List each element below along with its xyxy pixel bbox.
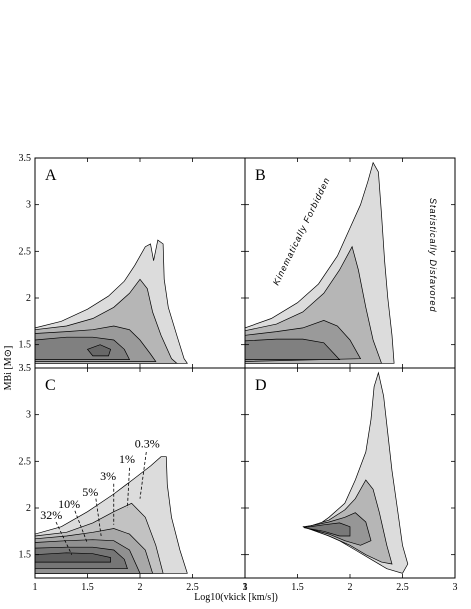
- x-tick-label: 3: [243, 582, 248, 593]
- contour-levels: [35, 456, 188, 574]
- x-tick-label: 2.5: [396, 582, 409, 593]
- y-axis-label: MBi [M⊙]: [3, 346, 14, 391]
- panel-letter: A: [45, 167, 57, 184]
- contour-level-4: [245, 338, 341, 360]
- contour-levels: [35, 239, 188, 364]
- percent-leader: [139, 451, 147, 499]
- percent-label: 10%: [58, 497, 80, 511]
- y-tick-label: 2: [26, 293, 31, 304]
- x-tick-label: 2: [138, 582, 143, 593]
- y-tick-label: 3: [26, 410, 31, 421]
- y-tick-label: 2.5: [19, 456, 32, 467]
- contour-level-6: [35, 552, 111, 563]
- annotation-statistic: Statistically Disfavored: [428, 198, 438, 313]
- panel-b: B Kinematically Forbidden Statistically Di…: [244, 157, 456, 369]
- panel-letter: C: [45, 377, 56, 394]
- panel-a: 1.5 2 2.5 3 3.5 A: [19, 153, 246, 369]
- y-tick-label: 1.5: [19, 550, 32, 561]
- percent-label: 1%: [119, 452, 135, 466]
- x-tick-label: 1: [243, 582, 248, 593]
- percent-label: 0.3%: [135, 436, 160, 450]
- x-axis-label: Log10(vkick [km/s]): [194, 592, 278, 603]
- panel-letter: D: [255, 377, 267, 394]
- y-tick-label: 1.5: [19, 340, 32, 351]
- contour-levels: [302, 371, 409, 574]
- percent-leader: [127, 467, 130, 509]
- panel-d: 1 1.5 2 2.5 3 D: [243, 367, 458, 593]
- y-tick-label: 2: [26, 503, 31, 514]
- percent-leader: [95, 498, 102, 537]
- panel-letter: B: [255, 167, 266, 184]
- contour-level-4: [303, 522, 351, 537]
- x-tick-label: 2: [348, 582, 353, 593]
- y-tick-label: 2.5: [19, 246, 32, 257]
- y-tick-label: 3.5: [19, 153, 32, 164]
- x-tick-label: 3: [453, 582, 458, 593]
- x-tick-label: 1: [33, 582, 38, 593]
- percent-leader: [74, 510, 88, 544]
- x-tick-label: 1.5: [81, 582, 94, 593]
- contour-level-5: [86, 344, 112, 357]
- x-tick-label: 2.5: [186, 582, 199, 593]
- y-tick-label: 3.5: [19, 363, 32, 374]
- percent-label: 3%: [100, 469, 116, 483]
- annotation-kinematic: Kinematically Forbidden: [271, 175, 332, 286]
- y-tick-label: 3: [26, 200, 31, 211]
- panel-c: 1 1.5 2 2.5 3 1.5 2 2.5 3 3.5 C 32%10%5%3%1%0.3%: [19, 363, 248, 593]
- contour-levels: [245, 161, 395, 364]
- x-tick-label: 1.5: [291, 582, 304, 593]
- percent-label: 32%: [40, 508, 62, 522]
- percent-label: 5%: [82, 485, 98, 499]
- percent-leader: [55, 521, 73, 555]
- contour-panels: 1.5 2 2.5 3 3.5 A B Kinematically Forbidden Stat…: [19, 153, 458, 593]
